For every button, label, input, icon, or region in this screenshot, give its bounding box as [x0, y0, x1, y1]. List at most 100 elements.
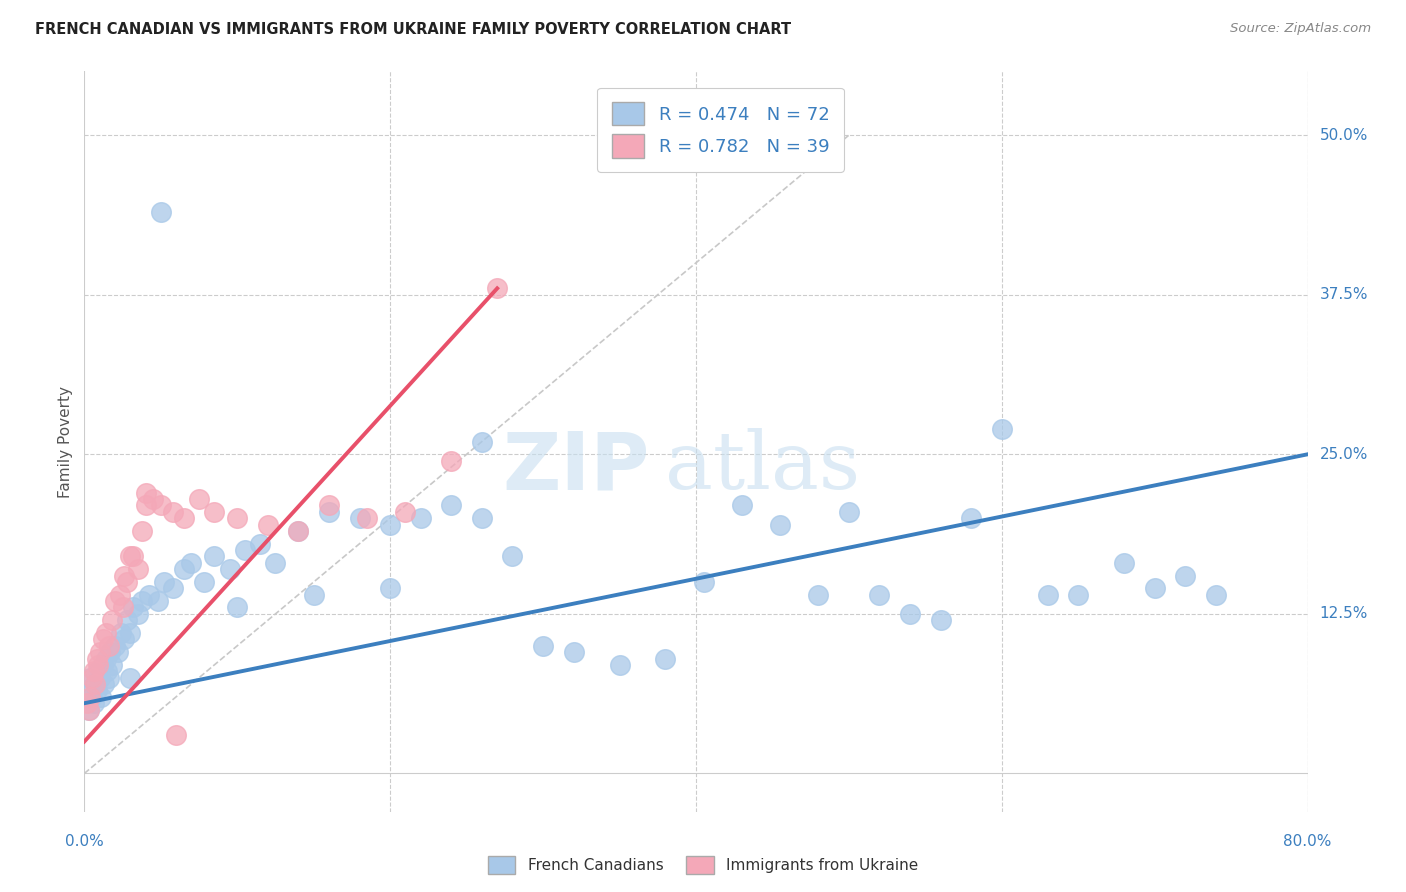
Point [108, 588, 131, 602]
Point [318, 499, 340, 513]
Point [165, 728, 187, 742]
Text: Source: ZipAtlas.com: Source: ZipAtlas.com [1230, 22, 1371, 36]
Point [380, 517, 402, 532]
Point [77, 703, 100, 717]
Point [79, 690, 101, 704]
Point [1143, 582, 1166, 596]
Point [86, 683, 108, 698]
Point [226, 511, 249, 525]
Point [869, 588, 891, 602]
Point [202, 549, 225, 564]
Point [101, 657, 124, 672]
Point [349, 511, 371, 525]
Point [609, 657, 631, 672]
Point [101, 613, 124, 627]
Point [120, 549, 142, 564]
Point [356, 511, 378, 525]
Y-axis label: Family Poverty: Family Poverty [58, 385, 73, 498]
Point [122, 549, 145, 564]
Point [112, 568, 135, 582]
Point [135, 499, 157, 513]
Point [1114, 556, 1136, 570]
Point [562, 645, 585, 659]
Point [149, 204, 172, 219]
Point [287, 524, 309, 538]
Point [226, 600, 249, 615]
Point [91, 632, 114, 647]
Point [94, 626, 117, 640]
Point [76, 683, 98, 698]
Point [318, 505, 340, 519]
Text: 37.5%: 37.5% [1320, 287, 1368, 302]
Point [153, 574, 176, 589]
Point [93, 677, 115, 691]
Point [692, 574, 714, 589]
Point [991, 422, 1014, 436]
Point [94, 651, 117, 665]
Point [131, 594, 153, 608]
Point [76, 696, 98, 710]
Point [142, 491, 165, 506]
Point [84, 677, 107, 691]
Point [960, 511, 983, 525]
Point [112, 632, 135, 647]
Point [96, 665, 118, 679]
Point [769, 517, 792, 532]
Point [86, 651, 108, 665]
Point [193, 574, 215, 589]
Point [127, 562, 149, 576]
Point [287, 524, 309, 538]
Point [202, 505, 225, 519]
Point [77, 703, 100, 717]
Point [83, 696, 105, 710]
Point [97, 639, 120, 653]
Point [394, 505, 416, 519]
Point [1067, 588, 1090, 602]
Text: 80.0%: 80.0% [1284, 834, 1331, 849]
Point [91, 657, 114, 672]
Point [111, 600, 134, 615]
Text: 0.0%: 0.0% [65, 834, 104, 849]
Point [84, 677, 107, 691]
Point [79, 671, 101, 685]
Legend: French Canadians, Immigrants from Ukraine: French Canadians, Immigrants from Ukrain… [482, 850, 924, 880]
Point [104, 594, 127, 608]
Point [731, 499, 754, 513]
Point [90, 690, 112, 704]
Point [115, 613, 138, 627]
Point [120, 626, 142, 640]
Point [87, 665, 110, 679]
Text: atlas: atlas [665, 428, 860, 506]
Text: 12.5%: 12.5% [1320, 607, 1368, 622]
Point [440, 499, 463, 513]
Point [97, 671, 120, 685]
Point [122, 600, 145, 615]
Point [110, 626, 132, 640]
Point [249, 536, 271, 550]
Point [471, 434, 494, 449]
Point [127, 607, 149, 621]
Point [380, 582, 402, 596]
Point [1205, 588, 1227, 602]
Point [87, 657, 110, 672]
Point [98, 645, 121, 659]
Point [120, 671, 142, 685]
Point [107, 645, 129, 659]
Point [180, 556, 202, 570]
Point [138, 588, 160, 602]
Point [502, 549, 524, 564]
Point [440, 453, 463, 467]
Point [807, 588, 830, 602]
Point [173, 511, 195, 525]
Point [173, 562, 195, 576]
Text: ZIP: ZIP [503, 428, 650, 506]
Point [188, 491, 211, 506]
Point [115, 574, 138, 589]
Point [135, 485, 157, 500]
Point [838, 505, 860, 519]
Point [149, 499, 172, 513]
Point [104, 639, 127, 653]
Point [162, 505, 184, 519]
Point [89, 645, 111, 659]
Point [162, 582, 184, 596]
